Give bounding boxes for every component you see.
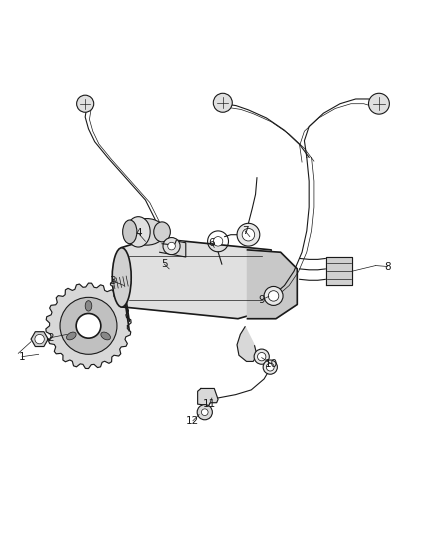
Circle shape — [213, 93, 232, 112]
Polygon shape — [31, 332, 48, 346]
Circle shape — [237, 223, 260, 246]
Circle shape — [266, 363, 274, 371]
Ellipse shape — [85, 301, 92, 311]
Circle shape — [368, 93, 389, 114]
Text: 12: 12 — [186, 416, 200, 426]
Ellipse shape — [154, 222, 170, 242]
Polygon shape — [198, 389, 218, 406]
Polygon shape — [160, 238, 186, 257]
Text: 5: 5 — [161, 259, 168, 269]
Polygon shape — [326, 257, 352, 286]
Ellipse shape — [112, 248, 131, 307]
Text: 9: 9 — [258, 295, 265, 305]
Polygon shape — [122, 238, 271, 319]
Circle shape — [197, 405, 212, 420]
Polygon shape — [46, 283, 131, 368]
Text: 4: 4 — [135, 228, 141, 238]
Text: 11: 11 — [203, 399, 216, 409]
Circle shape — [254, 349, 269, 364]
Circle shape — [268, 290, 279, 301]
Text: 8: 8 — [384, 262, 391, 271]
Text: 6: 6 — [208, 238, 215, 248]
Circle shape — [263, 360, 277, 374]
Polygon shape — [237, 327, 257, 361]
Circle shape — [76, 313, 101, 338]
Circle shape — [168, 243, 175, 250]
Text: 2: 2 — [47, 333, 54, 343]
Text: 1: 1 — [19, 352, 25, 362]
Ellipse shape — [67, 332, 76, 340]
Text: 7: 7 — [242, 226, 248, 236]
Circle shape — [213, 237, 223, 246]
Circle shape — [60, 297, 117, 354]
Text: 3: 3 — [109, 276, 116, 286]
Ellipse shape — [101, 332, 110, 340]
Circle shape — [201, 409, 208, 416]
Ellipse shape — [127, 217, 150, 247]
Ellipse shape — [129, 219, 165, 245]
Circle shape — [258, 352, 266, 361]
Circle shape — [163, 238, 180, 255]
Circle shape — [35, 334, 44, 344]
Circle shape — [77, 95, 94, 112]
Circle shape — [264, 286, 283, 305]
Circle shape — [242, 229, 254, 241]
Polygon shape — [247, 250, 297, 319]
Ellipse shape — [123, 220, 137, 244]
Text: 10: 10 — [265, 359, 278, 369]
